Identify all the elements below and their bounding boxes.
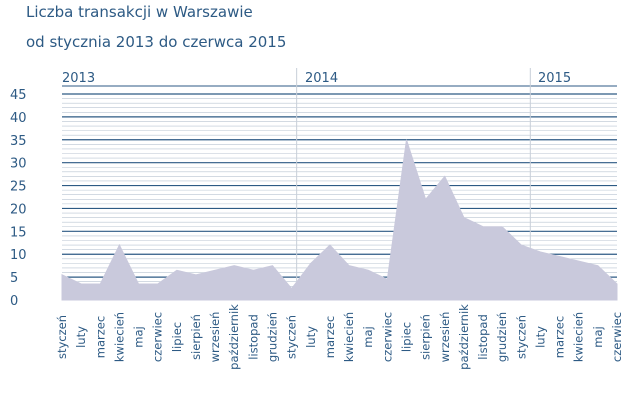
month-label: marzec [93,316,107,358]
month-label: kwiecień [572,312,586,362]
year-label: 2015 [538,71,571,86]
month-label: marzec [323,316,337,358]
month-label: sierpień [419,314,433,360]
month-label: styczeń [514,315,528,359]
chart-title: Liczba transakcji w Warszawie [26,3,253,21]
month-label: listopad [246,314,260,360]
y-tick-label: 35 [10,134,27,149]
month-label: maj [591,326,605,347]
month-label: lipiec [170,322,184,352]
chart-subtitle: od stycznia 2013 do czerwca 2015 [26,33,287,51]
month-label: sierpień [189,314,203,360]
transactions-area [61,139,618,301]
month-label: maj [132,326,146,347]
y-tick-label: 25 [10,180,27,195]
month-label: czerwiec [151,312,165,362]
y-tick-label: 40 [10,111,27,126]
y-tick-label: 5 [10,271,18,286]
data-area-layer [61,139,618,301]
month-label: wrzesień [208,312,222,363]
month-label: maj [361,326,375,347]
month-label: marzec [553,316,567,358]
month-label: luty [533,326,547,348]
month-label: czerwiec [610,312,624,362]
y-tick-label: 10 [10,248,27,263]
month-label: styczeń [55,315,69,359]
y-tick-label: 20 [10,202,27,217]
year-labels: 2013 2014 2015 [62,71,571,86]
month-label: październik [457,304,471,370]
month-label: wrzesień [438,312,452,363]
y-tick-label: 30 [10,157,27,172]
year-label: 2013 [62,71,95,86]
year-label: 2014 [305,71,338,86]
y-tick-label: 45 [10,88,27,103]
x-axis: styczeń luty marzec kwiecień maj czerwiec lipi… [55,304,624,370]
y-axis: 0 5 10 15 20 25 30 35 40 45 [10,88,27,309]
month-label: styczeń [285,315,299,359]
month-label: grudzień [495,312,509,362]
month-label: lipiec [399,322,413,352]
y-tick-label: 15 [10,225,27,240]
month-label: listopad [476,314,490,360]
month-label: kwiecień [112,312,126,362]
month-label: grudzień [266,312,280,362]
y-tick-label: 0 [10,294,18,309]
month-label: luty [74,326,88,348]
month-label: luty [304,326,318,348]
month-label: czerwiec [380,312,394,362]
month-label: kwiecień [342,312,356,362]
month-label: październik [227,304,241,370]
